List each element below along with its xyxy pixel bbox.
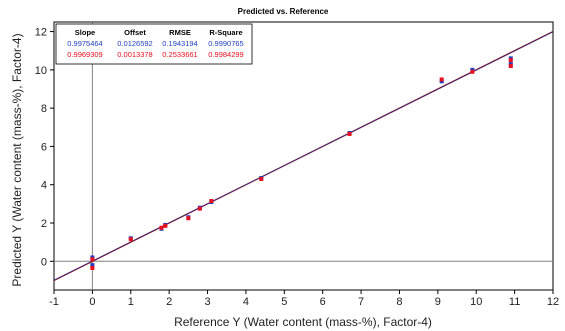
x-tick-label: 3: [204, 296, 210, 308]
stats-cal-rsquare: 0.9990765: [208, 39, 243, 48]
chart-title: Predicted vs. Reference: [238, 7, 329, 16]
y-tick-label: 4: [41, 180, 47, 192]
validation-point: [159, 225, 164, 230]
stats-header-rsquare: R-Square: [209, 28, 242, 37]
stats-cal-slope: 0.9975464: [67, 39, 102, 48]
stats-val-rsquare: 0.9984299: [208, 50, 243, 59]
x-tick-label: -1: [49, 296, 59, 308]
stats-table: Slope Offset RMSE R-Square 0.9975464 0.0…: [55, 23, 253, 65]
fit-line-layer: [53, 30, 554, 282]
stats-cal-rmse: 0.1943194: [162, 39, 197, 48]
validation-point: [259, 176, 264, 181]
x-tick-label: 7: [358, 296, 364, 308]
x-tick-label: 1: [128, 296, 134, 308]
x-tick-label: 0: [89, 296, 95, 308]
validation-point: [128, 237, 133, 242]
x-tick-label: 9: [435, 296, 441, 308]
validation-point: [439, 77, 444, 82]
validation-point: [209, 198, 214, 203]
regression-line: [53, 31, 554, 281]
calibration-point: [90, 263, 95, 268]
stats-header-slope: Slope: [75, 28, 95, 37]
stats-val-slope: 0.9969309: [67, 50, 102, 59]
x-tick-label: 8: [396, 296, 402, 308]
stats-header-rmse: RMSE: [169, 28, 191, 37]
x-tick-label: 4: [243, 296, 249, 308]
validation-point: [470, 69, 475, 74]
stats-val-rmse: 0.2533661: [162, 50, 197, 59]
x-tick-label: 2: [166, 296, 172, 308]
x-tick-label: 11: [509, 296, 520, 308]
stats-val-offset: 0.0013378: [117, 50, 152, 59]
y-tick-label: 6: [41, 141, 47, 153]
stats-header-offset: Offset: [124, 28, 146, 37]
x-axis-ticks: -1 0 1 2 3 4 5 6 7 8 9 10 11 12: [49, 290, 559, 308]
stats-cal-offset: 0.0126592: [117, 39, 152, 48]
y-tick-label: 8: [41, 103, 47, 115]
validation-point: [197, 206, 202, 211]
y-axis-label: Predicted Y (Water content (mass-%), Fac…: [10, 33, 24, 286]
validation-point: [508, 64, 513, 69]
y-tick-label: 10: [35, 65, 47, 77]
x-tick-label: 6: [320, 296, 326, 308]
validation-point: [186, 216, 191, 221]
x-axis-label: Reference Y (Water content (mass-%), Fac…: [174, 315, 432, 329]
validation-point: [163, 223, 168, 228]
x-tick-label: 5: [281, 296, 287, 308]
stats-table-box: [55, 23, 253, 65]
y-tick-label: 0: [41, 256, 47, 268]
x-tick-label: 12: [547, 296, 559, 308]
validation-point: [90, 257, 95, 262]
y-tick-label: 12: [35, 27, 47, 39]
validation-point: [347, 131, 352, 136]
validation-point: [508, 58, 513, 63]
x-tick-label: 10: [470, 296, 482, 308]
points-layer: [90, 56, 513, 270]
validation-point: [90, 265, 95, 270]
y-axis-ticks: 0 2 4 6 8 10 12: [35, 27, 54, 268]
y-tick-label: 2: [41, 218, 47, 230]
zero-axes: [54, 22, 553, 290]
